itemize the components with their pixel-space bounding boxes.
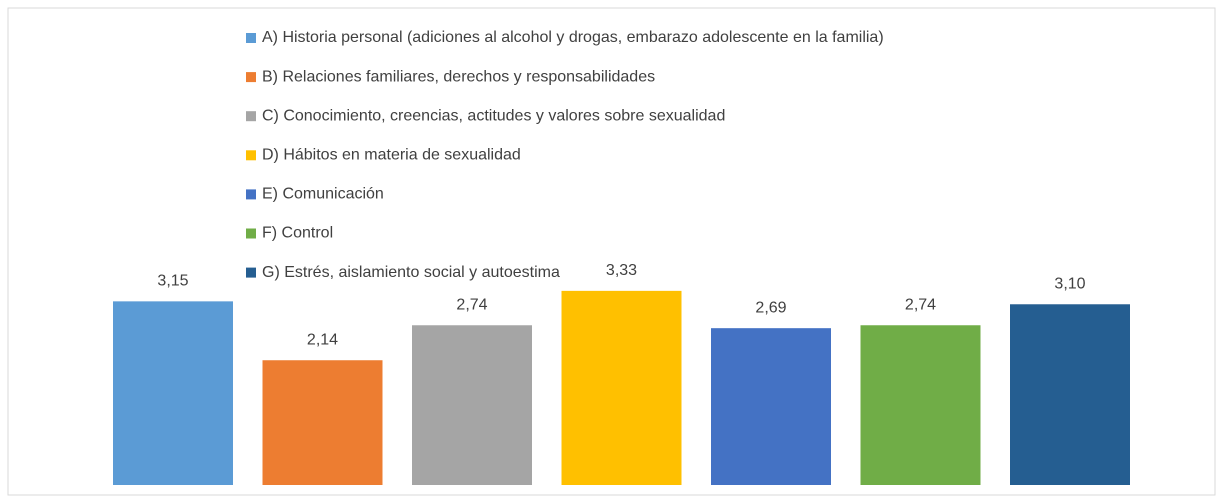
- legend-label: C) Conocimiento, creencias, actitudes y …: [262, 107, 725, 124]
- data-label: 3,33: [606, 262, 637, 279]
- bar: [561, 290, 682, 485]
- bar: [262, 360, 383, 485]
- legend-swatch: [246, 111, 256, 122]
- data-label: 3,15: [157, 273, 188, 290]
- legend-swatch: [246, 72, 256, 83]
- legend-label: F) Control: [262, 225, 333, 242]
- legend-swatch: [246, 33, 256, 43]
- legend-label: A) Historia personal (adiciones al alcoh…: [262, 29, 884, 46]
- bar: [113, 301, 233, 485]
- data-label: 2,14: [307, 331, 338, 348]
- data-label: 3,10: [1054, 275, 1085, 292]
- legend-swatch: [246, 267, 256, 278]
- legend-swatch: [246, 228, 256, 239]
- legend-label: G) Estrés, aislamiento social y autoesti…: [262, 264, 560, 281]
- legend-label: D) Hábitos en materia de sexualidad: [262, 147, 521, 164]
- legend-swatch: [246, 150, 256, 161]
- bar: [711, 328, 831, 485]
- bar: [860, 325, 981, 485]
- bar: [412, 325, 532, 485]
- data-label: 2,74: [905, 296, 936, 313]
- legend-label: E) Comunicación: [262, 186, 384, 203]
- data-label: 2,69: [755, 299, 786, 316]
- legend-label: B) Relaciones familiares, derechos y res…: [262, 68, 655, 85]
- data-label: 2,74: [456, 296, 487, 313]
- bar: [1010, 304, 1130, 485]
- legend-swatch: [246, 189, 256, 200]
